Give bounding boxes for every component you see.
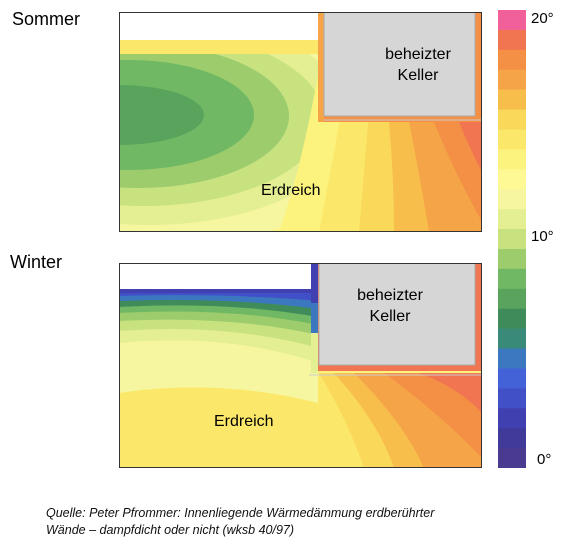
scale-swatch [498, 328, 526, 350]
scale-swatch [498, 109, 526, 131]
winter-temperature-field [119, 263, 482, 468]
scale-swatch [498, 29, 526, 51]
scale-swatch [498, 49, 526, 71]
scale-swatch [498, 129, 526, 150]
scale-label-10: 10° [531, 228, 554, 245]
winter-title: Winter [10, 252, 63, 272]
summer-temperature-field [119, 12, 482, 232]
scale-swatch [498, 149, 526, 170]
winter-soil-label: Erdreich [214, 413, 274, 430]
summer-basement-label-line2: Keller [397, 67, 439, 84]
scale-swatch [498, 229, 526, 250]
summer-panel: beheizter Keller Erdreich [119, 12, 482, 232]
winter-basement-label: beheizter Keller [335, 285, 445, 327]
winter-basement-label-line2: Keller [369, 308, 411, 325]
winter-basement-label-line1: beheizter [357, 287, 423, 304]
scale-swatch [498, 308, 526, 330]
scale-swatch [498, 189, 526, 210]
summer-basement-label-line1: beheizter [385, 46, 451, 63]
scale-swatch [498, 169, 526, 190]
summer-title: Sommer [12, 9, 81, 29]
caption-line-1: Quelle: Peter Pfrommer: Innenliegende Wä… [46, 506, 435, 520]
scale-swatch [498, 268, 526, 290]
temperature-color-scale [498, 10, 526, 468]
scale-swatch [498, 248, 526, 270]
summer-soil-label: Erdreich [261, 182, 321, 199]
scale-swatch [498, 408, 526, 429]
scale-swatch [498, 69, 526, 91]
winter-panel: beheizter Keller Erdreich [119, 263, 482, 468]
scale-swatch [498, 448, 526, 468]
scale-swatch [498, 89, 526, 111]
scale-swatch [498, 209, 526, 230]
source-caption: Quelle: Peter Pfrommer: Innenliegende Wä… [46, 505, 434, 539]
scale-label-0: 0° [537, 451, 552, 468]
summer-basement-label: beheizter Keller [363, 44, 473, 86]
scale-swatch [498, 388, 526, 409]
scale-swatch [498, 10, 526, 31]
scale-swatch [498, 348, 526, 370]
scale-swatch [498, 288, 526, 310]
caption-line-2: Wände – dampfdicht oder nicht (wksb 40/9… [46, 523, 295, 537]
scale-swatch [498, 428, 526, 449]
scale-swatch [498, 368, 526, 389]
scale-label-20: 20° [531, 10, 554, 27]
